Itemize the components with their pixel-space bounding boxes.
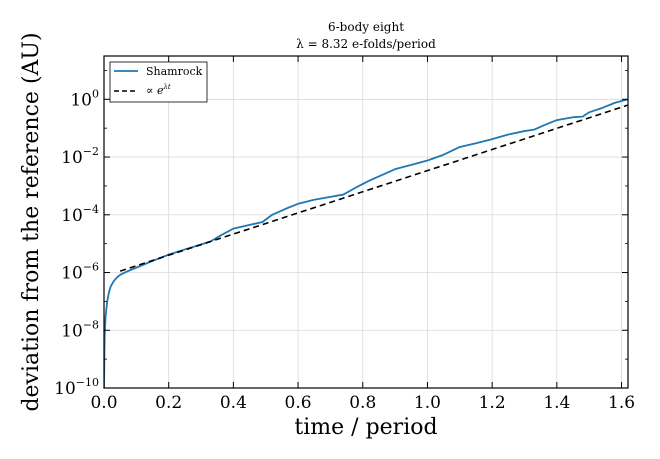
y-axis-label: deviation from the reference (AU) [19, 32, 44, 411]
x-tick-label: 1.6 [608, 393, 635, 413]
x-tick-label: 1.2 [479, 393, 506, 413]
y-tick-label: 10−4 [61, 203, 99, 226]
y-tick-label: 10−2 [61, 145, 99, 168]
y-tick-label: 100 [70, 87, 99, 110]
axes [103, 55, 629, 389]
x-tick-label: 0.6 [285, 393, 312, 413]
legend-box [109, 61, 208, 103]
x-tick-label: 1.4 [543, 393, 570, 413]
y-tick-label: 10−10 [54, 376, 99, 399]
x-axis-label: time / period [294, 415, 437, 440]
y-tick-label: 10−6 [61, 261, 99, 284]
legend-label-shamrock: Shamrock [146, 65, 203, 78]
legend: Shamrock ∝ eλt [109, 61, 208, 103]
grid [103, 56, 628, 389]
ticks: 0.0 0.2 0.4 0.6 0.8 1.0 1.2 1.4 1.6 10−10 10−8 10−6… [54, 56, 635, 413]
x-tick-label: 1.0 [414, 393, 441, 413]
x-tick-label: 0.8 [349, 393, 376, 413]
chart-title: 6-body eight [328, 20, 404, 34]
plot-frame [103, 55, 629, 389]
x-tick-label: 0.4 [220, 393, 247, 413]
series-layer [104, 98, 628, 388]
series-line-fit [119, 104, 628, 272]
x-tick-label: 0.2 [155, 393, 182, 413]
y-tick-label: 10−8 [61, 318, 99, 341]
x-tick-label: 0.0 [90, 393, 117, 413]
chart-subtitle: λ = 8.32 e-folds/period [296, 37, 436, 51]
series-line-shamrock [104, 98, 628, 388]
